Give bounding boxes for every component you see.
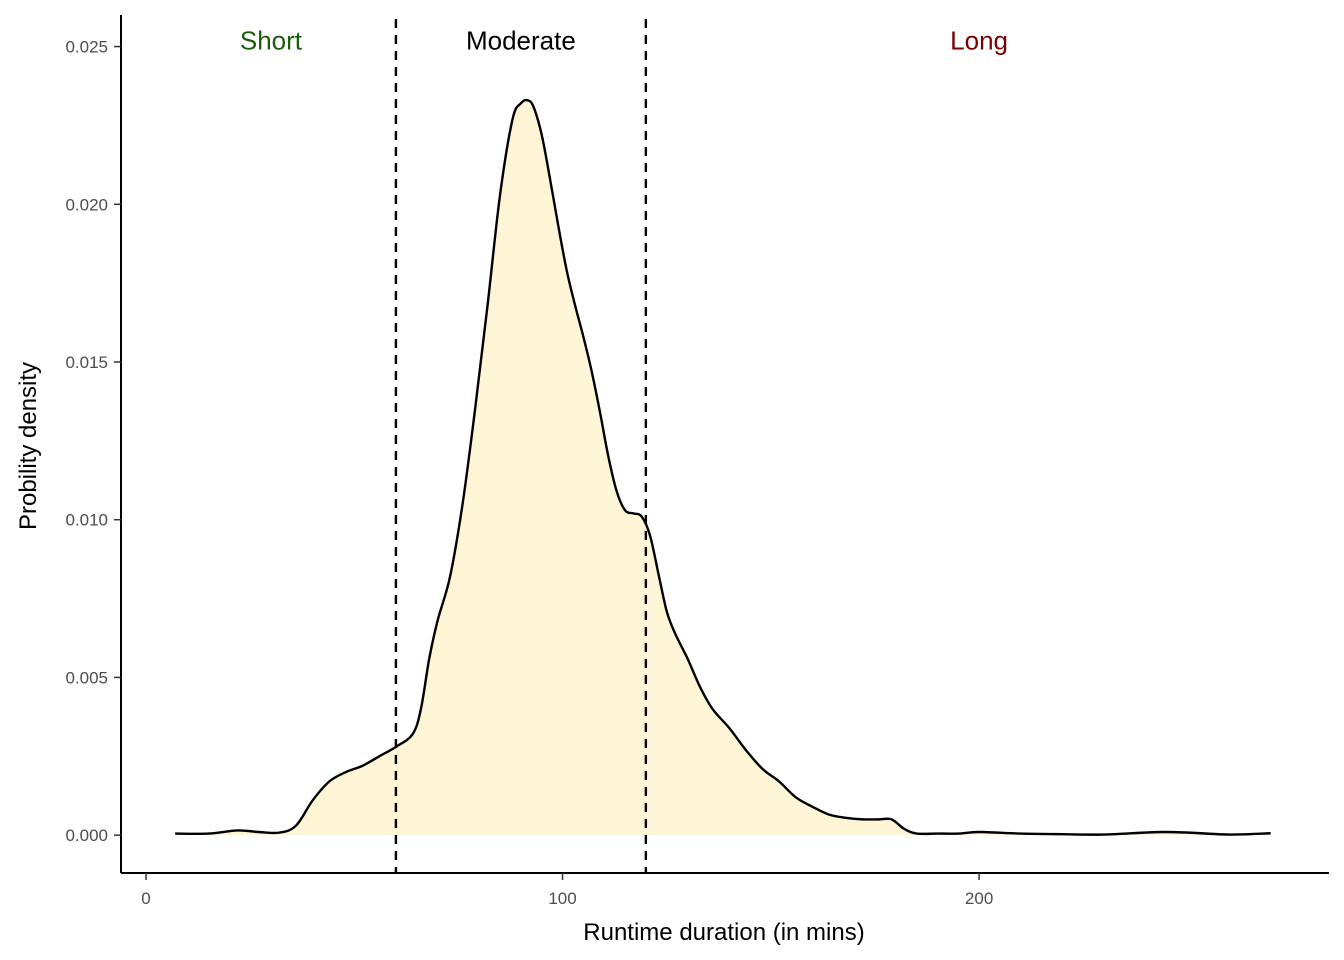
y-axis-title: Probility density xyxy=(15,362,42,530)
x-axis-title: Runtime duration (in mins) xyxy=(583,919,864,946)
density-line-group xyxy=(175,98,1271,836)
x-tick-label: 100 xyxy=(548,889,576,908)
y-axis-ticks: 0.000 0.005 0.010 0.015 0.020 0.025 xyxy=(65,38,121,845)
density-line-0 xyxy=(175,98,1271,836)
density-area-group xyxy=(175,99,1271,836)
x-tick-label: 0 xyxy=(141,889,150,908)
y-tick-label: 0.020 xyxy=(65,195,108,214)
y-tick-label: 0.015 xyxy=(65,353,108,372)
axes xyxy=(120,15,1329,874)
x-axis-ticks: 0 100 200 xyxy=(141,873,993,908)
region-label-moderate: Moderate xyxy=(466,26,576,56)
y-tick-label: 0.005 xyxy=(65,668,108,687)
y-tick-label: 0.000 xyxy=(65,826,108,845)
threshold-lines xyxy=(394,19,648,873)
region-label-short: Short xyxy=(240,26,303,56)
density-area-0 xyxy=(175,99,1271,836)
region-labels: Short Moderate Long xyxy=(240,26,1008,56)
region-label-long: Long xyxy=(950,26,1008,56)
x-tick-label: 200 xyxy=(965,889,993,908)
y-tick-label: 0.010 xyxy=(65,511,108,530)
y-tick-label: 0.025 xyxy=(65,38,108,57)
